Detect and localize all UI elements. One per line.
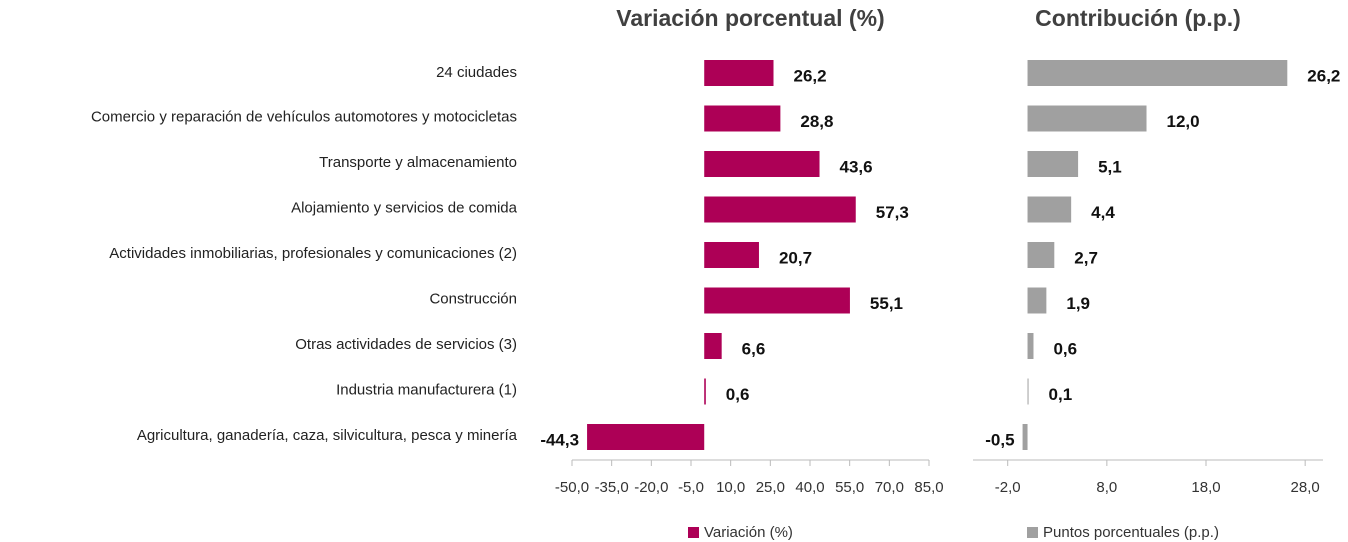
value-label: 57,3 [876,203,909,222]
category-label: Construcción [429,290,517,307]
x-tick-label: -35,0 [595,479,629,496]
bar [587,424,705,450]
x-tick-label: -20,0 [634,479,668,496]
category-label: Industria manufacturera (1) [336,381,517,398]
value-label: 0,6 [726,385,750,404]
x-tick-label: 70,0 [875,479,904,496]
bar [704,151,820,177]
category-label: Otras actividades de servicios (3) [295,336,517,353]
bar [704,242,759,268]
bar [1022,424,1028,450]
x-tick-label: 25,0 [756,479,785,496]
bar [704,287,850,314]
legend-label: Variación (%) [704,524,793,541]
x-tick-label: 85,0 [914,479,943,496]
bar [1027,378,1029,405]
value-label: 26,2 [1307,66,1340,85]
value-label: 26,2 [794,66,827,85]
value-label: -44,3 [540,430,579,449]
bar [704,196,856,223]
value-label: 0,1 [1049,385,1073,404]
x-tick-label: 18,0 [1191,479,1220,496]
bar [704,60,774,86]
category-label: 24 ciudades [436,64,517,81]
value-label: 12,0 [1167,112,1200,131]
category-label: Comercio y reparación de vehículos autom… [91,108,517,125]
x-tick-label: -5,0 [678,479,704,496]
x-tick-label: 55,0 [835,479,864,496]
bar [1027,105,1147,132]
legend-label: Puntos porcentuales (p.p.) [1043,524,1219,541]
bar [1027,287,1047,314]
value-label: 0,6 [1053,339,1077,358]
x-tick-label: -2,0 [995,479,1021,496]
bar [1027,242,1055,268]
bar [704,105,781,132]
category-label: Agricultura, ganadería, caza, silvicultu… [137,427,518,444]
value-label: 6,6 [742,339,766,358]
bar [704,333,722,359]
value-label: 43,6 [840,157,873,176]
x-tick-label: 8,0 [1096,479,1117,496]
value-label: 4,4 [1091,203,1115,222]
legend-swatch [1027,527,1038,538]
value-label: 55,1 [870,294,903,313]
bar [1027,60,1288,86]
bar [1027,196,1072,223]
x-tick-label: 28,0 [1291,479,1320,496]
value-label: 28,8 [800,112,833,131]
value-label: -0,5 [985,430,1014,449]
value-label: 5,1 [1098,157,1122,176]
x-tick-label: 40,0 [795,479,824,496]
category-label: Actividades inmobiliarias, profesionales… [109,245,517,262]
value-label: 1,9 [1066,294,1090,313]
chart-title: Variación porcentual (%) [616,5,884,31]
value-label: 2,7 [1074,248,1098,267]
legend-swatch [688,527,699,538]
category-label: Transporte y almacenamiento [319,154,517,171]
bar [704,378,706,405]
bar [1027,151,1079,177]
x-tick-label: 10,0 [716,479,745,496]
x-tick-label: -50,0 [555,479,589,496]
value-label: 20,7 [779,248,812,267]
chart-title: Contribución (p.p.) [1035,5,1241,31]
bar [1027,333,1034,359]
category-label: Alojamiento y servicios de comida [291,199,518,216]
